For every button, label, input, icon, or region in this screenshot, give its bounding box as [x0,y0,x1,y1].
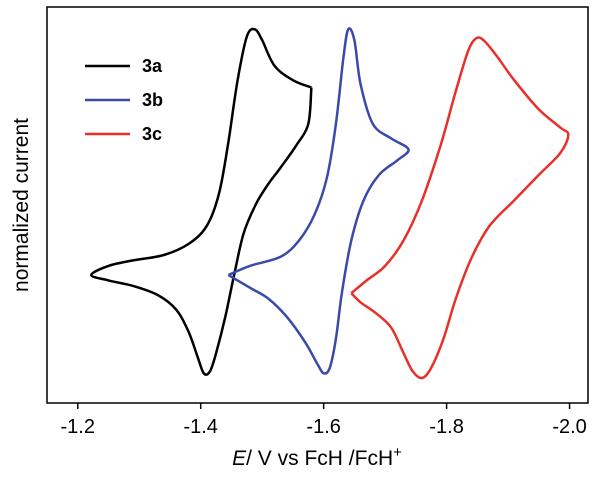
x-tick-label: -1.8 [429,416,463,438]
x-tick-label: -1.2 [61,416,95,438]
legend-label-3c: 3c [142,124,162,144]
x-tick-label: -1.4 [183,416,217,438]
y-axis-label: normalized current [10,118,33,292]
x-axis-label-text: / V vs FcH /FcH [246,447,393,470]
series-line-3a [90,27,313,376]
legend: 3a 3b 3c [85,56,163,144]
x-tick-label: -2.0 [552,416,586,438]
x-axis-label: E/ V vs FcH /FcH+ [232,444,402,470]
plot-frame [46,6,589,404]
x-axis-label-symbol: E [232,447,247,470]
legend-label-3a: 3a [142,56,163,76]
x-axis-label-superscript: + [393,444,402,461]
legend-label-3b: 3b [142,90,163,110]
series-line-3b [227,27,410,375]
x-axis-ticks: -1.2 -1.4 -1.6 -1.8 -2.0 [61,403,587,438]
data-series [90,27,570,380]
x-tick-label: -1.6 [306,416,340,438]
series-line-3c [350,36,570,380]
